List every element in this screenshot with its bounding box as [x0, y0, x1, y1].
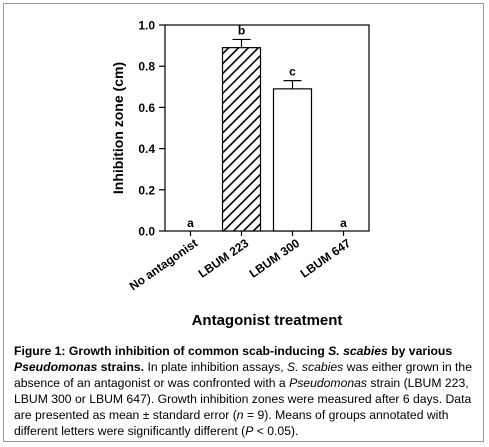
- y-tick-label-0: 0.0: [138, 225, 155, 239]
- caption-title-species: S. scabies: [328, 344, 388, 358]
- x-tick-label-1: LBUM 223: [196, 236, 252, 281]
- letter-label-2: c: [289, 65, 296, 79]
- y-tick-label-4: 0.8: [138, 60, 155, 74]
- caption-body-genus: Pseudomonas: [289, 376, 367, 390]
- letter-label-0: a: [187, 216, 194, 230]
- x-tick-label-0: No antagonist: [127, 236, 201, 293]
- x-axis-label: Antagonist treatment: [192, 312, 343, 329]
- caption-title-part3: strains.: [100, 360, 145, 374]
- caption-body-part4: = 9). Means of groups annotated with dif…: [14, 408, 449, 438]
- x-tick-label-2: LBUM 300: [247, 236, 303, 281]
- bar-2: [272, 88, 313, 232]
- plot-area: [164, 24, 370, 232]
- caption-body-species: S. scabies: [287, 360, 344, 374]
- y-axis-label: Inhibition zone (cm): [110, 62, 126, 194]
- caption-title-part2: by various: [391, 344, 453, 358]
- caption-body-p: P: [245, 424, 254, 438]
- x-tick-label-3: LBUM 647: [298, 236, 354, 281]
- caption-body-part2: was either grown in the absence of an an…: [14, 360, 472, 390]
- caption-title-part1: Growth inhibition of common scab-inducin…: [68, 344, 325, 358]
- y-tick-label-5: 1.0: [138, 19, 155, 33]
- bars: [221, 47, 313, 232]
- significance-letters: a b c a: [187, 23, 347, 230]
- y-tick-label-2: 0.4: [138, 142, 155, 156]
- caption-body-part5: < 0.05).: [256, 424, 299, 438]
- caption-title-genus: Pseudomonas: [14, 360, 98, 374]
- error-bars: [232, 38, 302, 89]
- letter-label-3: a: [340, 216, 347, 230]
- y-tick-label-1: 0.2: [138, 183, 155, 197]
- y-axis: 0.0 0.2 0.4 0.6 0.8 1.0: [138, 19, 165, 239]
- y-tick-label-3: 0.6: [138, 101, 155, 115]
- caption-body-part1: In plate inhibition assays,: [147, 360, 284, 374]
- caption-body-part3: strain (LBUM 223, LBUM 300 or LBUM 647).…: [14, 376, 472, 422]
- figure-caption: Figure 1: Growth inhibition of common sc…: [14, 343, 480, 439]
- letter-label-1: b: [238, 23, 245, 37]
- caption-label: Figure 1:: [14, 344, 66, 358]
- bar-1: [221, 47, 262, 232]
- caption-body-n: n: [236, 408, 244, 422]
